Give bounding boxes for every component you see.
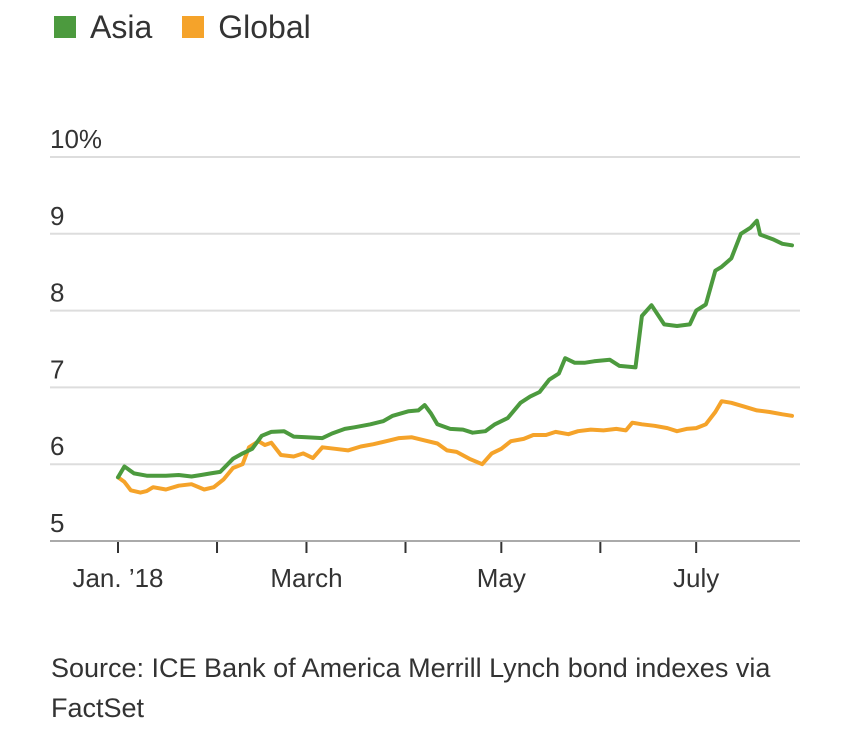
x-tick-label: May [477,563,526,593]
series-line-global [116,399,794,495]
series-layer [116,218,794,495]
y-tick-label: 5 [50,508,64,538]
grid-layer [50,156,800,542]
legend-swatch-asia [54,16,76,38]
legend-swatch-global [182,16,205,38]
x-tick-label: Jan. ’18 [72,563,163,593]
y-tick-label: 7 [50,354,64,384]
legend-label-asia: Asia [90,9,153,45]
y-tick-label: 8 [50,278,64,308]
y-tick-label: 9 [50,201,64,231]
legend-item-global: Global [182,6,311,48]
source-note: Source: ICE Bank of America Merrill Lync… [51,653,771,723]
line-chart: 10% 9 8 7 6 5 Jan. ’18 March May July [50,124,800,593]
y-tick-label: 6 [50,431,64,461]
series-line-asia [116,218,794,480]
x-tick-label: July [673,563,719,593]
legend: Asia Global [54,6,341,48]
legend-label-global: Global [218,9,311,45]
legend-item-asia: Asia [54,6,152,48]
tick-labels: 10% 9 8 7 6 5 Jan. ’18 March May July [50,124,719,593]
x-axis [117,542,698,553]
x-tick-label: March [270,563,342,593]
y-tick-label: 10% [50,124,102,154]
